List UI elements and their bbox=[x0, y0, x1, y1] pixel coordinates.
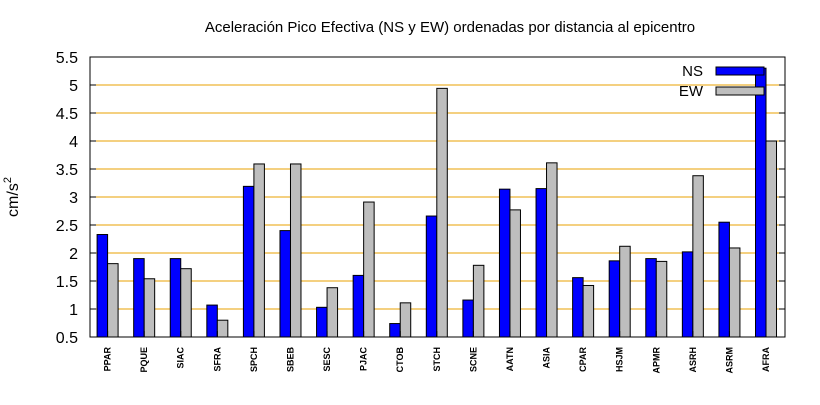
legend-swatch-ew bbox=[715, 86, 765, 96]
y-axis-ticks: 0.5 1 1.5 2 2.5 3 3.5 4 4.5 5 5.5 bbox=[56, 50, 785, 347]
bar-ew-aatn bbox=[509, 209, 521, 338]
bar-ns-sesc bbox=[316, 306, 328, 338]
y-tick-label: 1 bbox=[69, 302, 78, 319]
bar-ns-asia bbox=[535, 188, 548, 338]
x-tick-label: PJAC bbox=[359, 347, 369, 372]
y-axis-label-exponent: 2 bbox=[2, 177, 14, 183]
bar-ew-ctob bbox=[399, 302, 412, 338]
bar-ns-pque bbox=[133, 258, 145, 338]
x-tick-label: ASRH bbox=[688, 347, 698, 373]
y-tick-label: 3.5 bbox=[56, 162, 78, 179]
x-tick-label: SIAC bbox=[176, 347, 186, 369]
x-tick-label: PPAR bbox=[103, 347, 113, 372]
bar-ns-apmr bbox=[645, 258, 657, 338]
y-tick-label: 1.5 bbox=[56, 274, 78, 291]
bar-ew-scne bbox=[472, 264, 485, 338]
bar-ew-pjac bbox=[363, 201, 375, 338]
x-tick-label: SESC bbox=[322, 347, 332, 372]
bar-ew-sesc bbox=[326, 287, 339, 338]
bar-ew-pque bbox=[143, 278, 156, 338]
x-tick-label: CTOB bbox=[395, 347, 405, 373]
bar-ns-pjac bbox=[352, 274, 365, 338]
bar-ew-sfra bbox=[216, 319, 229, 338]
bar-ew-cpar bbox=[582, 284, 595, 338]
x-tick-label: APMR bbox=[651, 347, 661, 374]
x-axis-ticks: PPAR PQUE SIAC SFRA SPCH SBEB SESC PJAC CTOB STCH… bbox=[103, 331, 771, 374]
bar-ns-ctob bbox=[389, 323, 401, 338]
bar-ns-cpar bbox=[572, 277, 584, 338]
bar-ns-ppar bbox=[96, 234, 109, 338]
x-tick-label: AATN bbox=[505, 347, 515, 371]
legend-label-ew: EW bbox=[679, 83, 704, 100]
legend-swatch-ns bbox=[715, 66, 765, 76]
y-tick-label: 5 bbox=[69, 78, 78, 95]
x-tick-label: STCH bbox=[432, 347, 442, 372]
bar-ns-siac bbox=[169, 258, 182, 338]
x-tick-label: SCNE bbox=[468, 347, 478, 372]
bar-ew-siac bbox=[180, 268, 192, 338]
bar-ew-stch bbox=[436, 87, 448, 338]
y-tick-label: 4 bbox=[69, 134, 78, 151]
y-tick-label: 3 bbox=[69, 190, 78, 207]
bar-ew-asrm bbox=[728, 247, 741, 338]
y-tick-label: 5.5 bbox=[56, 50, 78, 67]
bar-ew-ppar bbox=[107, 263, 119, 338]
chart-title: Aceleración Pico Efectiva (NS y EW) orde… bbox=[205, 19, 695, 36]
bar-ns-hsjm bbox=[608, 260, 621, 338]
legend-label-ns: NS bbox=[682, 63, 703, 80]
bar-ns-sbeb bbox=[279, 230, 291, 338]
bar-ns-scne bbox=[462, 299, 474, 338]
x-tick-label: ASIA bbox=[542, 347, 552, 369]
bar-ns-asrh bbox=[681, 251, 694, 338]
bar-ns-aatn bbox=[498, 188, 511, 338]
x-tick-label: SPCH bbox=[249, 347, 259, 372]
bar-ns-asrm bbox=[718, 221, 730, 338]
y-tick-label: 4.5 bbox=[56, 106, 78, 123]
bar-ew-afra bbox=[765, 140, 778, 338]
x-tick-label: PQUE bbox=[139, 347, 149, 373]
bar-ns-sfra bbox=[206, 304, 218, 338]
bar-ew-hsjm bbox=[619, 245, 631, 338]
bar-ew-asia bbox=[546, 162, 558, 338]
bar-ew-spch bbox=[253, 163, 265, 338]
bar-ns-spch bbox=[242, 185, 255, 338]
x-tick-label: CPAR bbox=[578, 347, 588, 372]
bars bbox=[96, 67, 778, 338]
bar-ew-sbeb bbox=[289, 163, 302, 338]
legend: NS EW bbox=[679, 63, 765, 100]
x-tick-label: SBEB bbox=[285, 347, 295, 373]
y-axis-label-unit: cm/s bbox=[5, 183, 22, 217]
bar-ns-stch bbox=[425, 215, 438, 338]
bar-ew-apmr bbox=[655, 260, 668, 338]
x-tick-label: SFRA bbox=[212, 347, 222, 372]
x-tick-label: ASRM bbox=[724, 347, 734, 374]
bar-ew-asrh bbox=[692, 175, 704, 338]
x-tick-label: HSJM bbox=[615, 347, 625, 372]
bar-ns-afra bbox=[755, 67, 767, 338]
y-tick-label: 2.5 bbox=[56, 218, 78, 235]
y-tick-label: 2 bbox=[69, 246, 78, 263]
x-tick-label: AFRA bbox=[761, 347, 771, 372]
y-axis-label: cm/s2 bbox=[2, 177, 22, 217]
y-tick-label: 0.5 bbox=[56, 330, 78, 347]
